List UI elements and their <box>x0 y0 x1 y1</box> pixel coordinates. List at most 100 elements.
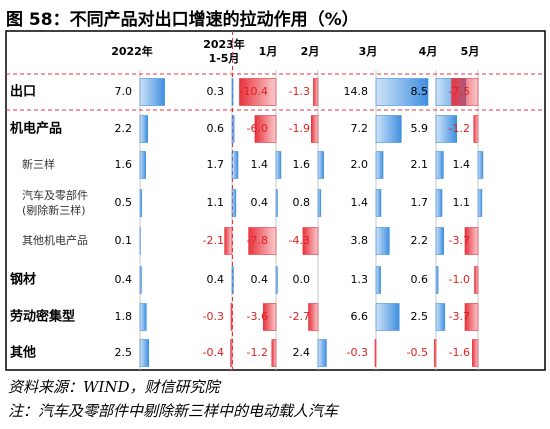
data-label: 1.4 <box>351 196 369 209</box>
data-bar <box>375 189 382 217</box>
data-label: 1.8 <box>115 310 133 323</box>
data-label: 2.5 <box>115 346 133 359</box>
data-bar <box>311 115 319 143</box>
footnote: 注：汽车及零部件中剔除新三样中的电动载人汽车 <box>8 402 339 420</box>
data-label: -1.0 <box>449 273 470 286</box>
data-label: -10.4 <box>240 85 268 98</box>
data-label: -7.5 <box>449 85 470 98</box>
row-label: 汽车及零部件 <box>22 188 88 202</box>
data-bar <box>317 189 322 217</box>
data-label: -0.5 <box>407 346 428 359</box>
data-bar <box>231 189 237 217</box>
data-label: 3.8 <box>351 234 369 247</box>
data-label: 1.4 <box>251 158 269 171</box>
data-label: -1.9 <box>289 122 310 135</box>
data-bar <box>248 227 277 255</box>
data-bar <box>317 339 327 367</box>
data-bar <box>139 189 143 217</box>
data-bar <box>435 303 446 331</box>
data-bar <box>231 151 239 179</box>
data-label: 2.5 <box>411 310 429 323</box>
row-label: 钢材 <box>10 272 36 288</box>
row-label: 劳动密集型 <box>10 309 75 325</box>
data-label: 1.6 <box>293 158 311 171</box>
data-bar <box>254 115 277 143</box>
row-label: (剔除新三样) <box>22 203 86 217</box>
row-label: 出口 <box>10 84 36 100</box>
data-label: 0.4 <box>251 196 269 209</box>
data-label: 1.4 <box>453 158 471 171</box>
column-header: 5月 <box>461 45 480 58</box>
data-bar <box>313 78 319 106</box>
data-label: -1.3 <box>289 85 310 98</box>
data-label: 1.1 <box>453 196 471 209</box>
data-label: -3.7 <box>449 234 470 247</box>
data-bar <box>451 78 479 106</box>
column-header: 4月 <box>419 45 438 58</box>
data-label: -1.2 <box>247 346 268 359</box>
data-bar <box>139 78 165 106</box>
data-label: 0.6 <box>207 122 225 135</box>
data-label: 2.0 <box>351 158 369 171</box>
source-note: 资料来源：WIND，财信研究院 <box>8 378 220 396</box>
data-bar <box>435 266 439 294</box>
data-label: -1.6 <box>449 346 470 359</box>
figure-title: 图 58：不同产品对出口增速的拉动作用（%） <box>6 10 359 30</box>
data-label: 0.1 <box>115 234 133 247</box>
data-bar <box>239 78 277 106</box>
data-bar <box>433 339 437 367</box>
data-label: 0.4 <box>115 273 133 286</box>
data-bar <box>374 339 377 367</box>
data-bar <box>472 339 479 367</box>
data-label: 7.2 <box>351 122 369 135</box>
data-label: 1.7 <box>411 196 429 209</box>
row-label: 其他机电产品 <box>22 233 88 247</box>
data-label: 2.1 <box>411 158 429 171</box>
data-bar <box>139 151 146 179</box>
data-label: -3.6 <box>247 310 268 323</box>
data-bar <box>139 266 142 294</box>
column-header: 2022年 <box>111 44 153 58</box>
data-label: 0.3 <box>207 85 225 98</box>
data-bar <box>435 189 443 217</box>
data-label: -0.4 <box>203 346 224 359</box>
data-bar <box>473 115 479 143</box>
data-label: -2.7 <box>289 310 310 323</box>
data-bar <box>271 339 277 367</box>
row-label: 其他 <box>10 345 36 361</box>
data-bar <box>474 266 479 294</box>
data-bar <box>230 303 233 331</box>
data-bar <box>275 266 278 294</box>
data-label: 0.8 <box>293 196 311 209</box>
data-bar <box>139 339 150 367</box>
row-label: 新三样 <box>22 157 55 171</box>
data-label: 0.6 <box>411 273 429 286</box>
data-bar <box>139 115 149 143</box>
data-label: -2.1 <box>203 234 224 247</box>
data-bar <box>230 339 233 367</box>
data-bar <box>231 115 235 143</box>
data-label: 0.0 <box>293 273 311 286</box>
data-bar <box>275 189 278 217</box>
column-header: 1月 <box>259 45 278 58</box>
data-bar <box>375 78 429 106</box>
data-label: 14.8 <box>344 85 369 98</box>
data-bar <box>375 303 400 331</box>
data-bar <box>263 303 277 331</box>
data-label: 2.4 <box>293 346 311 359</box>
data-bar <box>302 227 319 255</box>
column-header: 3月 <box>359 45 378 58</box>
column-header: 2月 <box>301 45 320 58</box>
data-bar <box>477 151 484 179</box>
data-label: -4.3 <box>289 234 310 247</box>
data-bar <box>464 303 479 331</box>
data-bar <box>308 303 319 331</box>
data-label: 1.6 <box>115 158 133 171</box>
data-label: 0.5 <box>115 196 133 209</box>
data-bar <box>375 115 402 143</box>
column-header: 1-5月 <box>209 52 240 65</box>
data-bar <box>477 189 483 217</box>
data-label: 8.5 <box>411 85 429 98</box>
